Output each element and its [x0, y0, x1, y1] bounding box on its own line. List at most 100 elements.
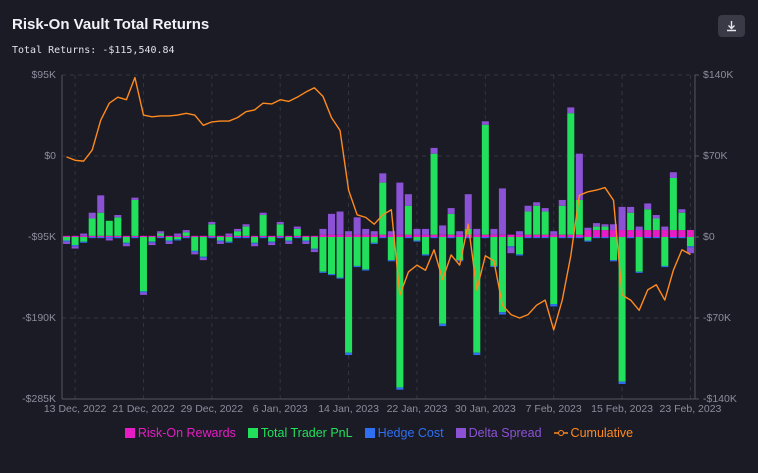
bar-segment	[413, 237, 421, 241]
bar-segment	[627, 230, 635, 237]
x-tick-label: 7 Feb, 2023	[526, 403, 582, 415]
bar-segment	[567, 234, 575, 237]
legend-item[interactable]: Delta Spread	[455, 426, 542, 440]
legend-item[interactable]: Risk-On Rewards	[124, 426, 236, 440]
bar-segment	[276, 224, 284, 236]
bar-segment	[63, 235, 71, 237]
download-button[interactable]	[718, 15, 745, 37]
bar-segment	[233, 228, 241, 232]
bar-segment	[97, 212, 105, 236]
bar-segment	[285, 240, 293, 242]
bar-segment	[430, 234, 438, 237]
bar-segment	[268, 237, 276, 242]
bar-segment	[293, 228, 301, 236]
bar-segment	[541, 208, 549, 212]
bar-segment	[533, 202, 541, 206]
bar-segment	[575, 234, 583, 237]
bar-segment	[225, 235, 233, 237]
bar-segment	[208, 235, 216, 237]
bar-segment	[575, 237, 583, 239]
bar-segment	[327, 237, 335, 275]
bar-segment	[422, 234, 430, 237]
bar-segment	[131, 199, 139, 236]
bar-segment	[191, 237, 199, 251]
bar-segment	[362, 269, 370, 271]
bar-segment	[370, 231, 378, 235]
x-tick-label: 22 Jan, 2023	[387, 403, 448, 415]
bar-segment	[439, 237, 447, 324]
bar-segment	[635, 271, 643, 273]
bar-segment	[327, 274, 335, 276]
bar-segment	[644, 203, 652, 210]
bar-segment	[507, 237, 515, 247]
bar-segment	[157, 233, 165, 236]
bar-segment	[63, 240, 71, 242]
bar-segment	[661, 230, 669, 237]
bar-segment	[456, 260, 464, 262]
bar-segment	[225, 241, 233, 243]
bar-segment	[148, 241, 156, 243]
bar-segment	[533, 237, 541, 239]
bar-segment	[122, 242, 130, 244]
bar-segment	[473, 234, 481, 237]
bar-segment	[541, 211, 549, 235]
legend-item[interactable]: Hedge Cost	[364, 426, 444, 440]
bar-segment	[456, 237, 464, 261]
bar-segment	[644, 230, 652, 237]
bar-segment	[644, 237, 652, 239]
bar-segment	[182, 235, 190, 237]
bar-segment	[259, 235, 267, 237]
legend-item[interactable]: Cumulative	[553, 426, 634, 440]
bar-segment	[481, 234, 489, 237]
bar-segment	[233, 235, 241, 237]
bar-segment	[686, 230, 694, 237]
bar-segment	[507, 246, 515, 248]
bar-segment	[182, 232, 190, 236]
bar-segment	[524, 211, 532, 235]
bar-segment	[473, 352, 481, 356]
bar-segment	[276, 237, 284, 239]
bar-segment	[157, 231, 165, 234]
bar-segment	[610, 224, 618, 231]
bar-segment	[208, 237, 216, 239]
bar-segment	[310, 237, 318, 249]
y-tick-label: $95K	[31, 69, 56, 81]
bar-segment	[114, 235, 122, 237]
bar-segment	[285, 235, 293, 237]
bar-segment	[71, 245, 79, 247]
bar-segment	[464, 194, 472, 229]
bar-segment	[387, 237, 395, 261]
bar-segment	[430, 147, 438, 154]
bar-segment	[541, 237, 549, 239]
bar-segment	[80, 233, 88, 236]
bar-segment	[550, 234, 558, 237]
bar-segment	[584, 237, 592, 241]
x-tick-label: 23 Feb, 2023	[660, 403, 722, 415]
legend-label: Cumulative	[570, 426, 634, 440]
bar-segment	[669, 172, 677, 178]
bar-segment	[345, 237, 353, 353]
y-tick-label: -$285K	[22, 393, 56, 405]
x-tick-label: 13 Dec, 2022	[44, 403, 107, 415]
bar-segment	[584, 227, 592, 231]
y2-tick-label: -$140K	[703, 393, 737, 405]
bar-segment	[276, 235, 284, 237]
bar-segment	[473, 228, 481, 235]
bar-segment	[567, 237, 575, 239]
bar-segment	[592, 223, 600, 227]
bar-segment	[233, 237, 241, 239]
bar-segment	[669, 177, 677, 231]
bar-segment	[139, 292, 147, 295]
legend-swatch	[124, 428, 135, 438]
bar-segment	[216, 237, 224, 241]
bar-segment	[652, 215, 660, 219]
bar-segment	[507, 234, 515, 237]
bar-segment	[80, 241, 88, 243]
legend-label: Delta Spread	[468, 426, 542, 440]
bar-segment	[191, 250, 199, 253]
legend-swatch	[455, 428, 466, 438]
bar-segment	[71, 237, 79, 246]
bar-segment	[413, 240, 421, 242]
bar-segment	[379, 173, 387, 183]
legend-item[interactable]: Total Trader PnL	[247, 426, 353, 440]
